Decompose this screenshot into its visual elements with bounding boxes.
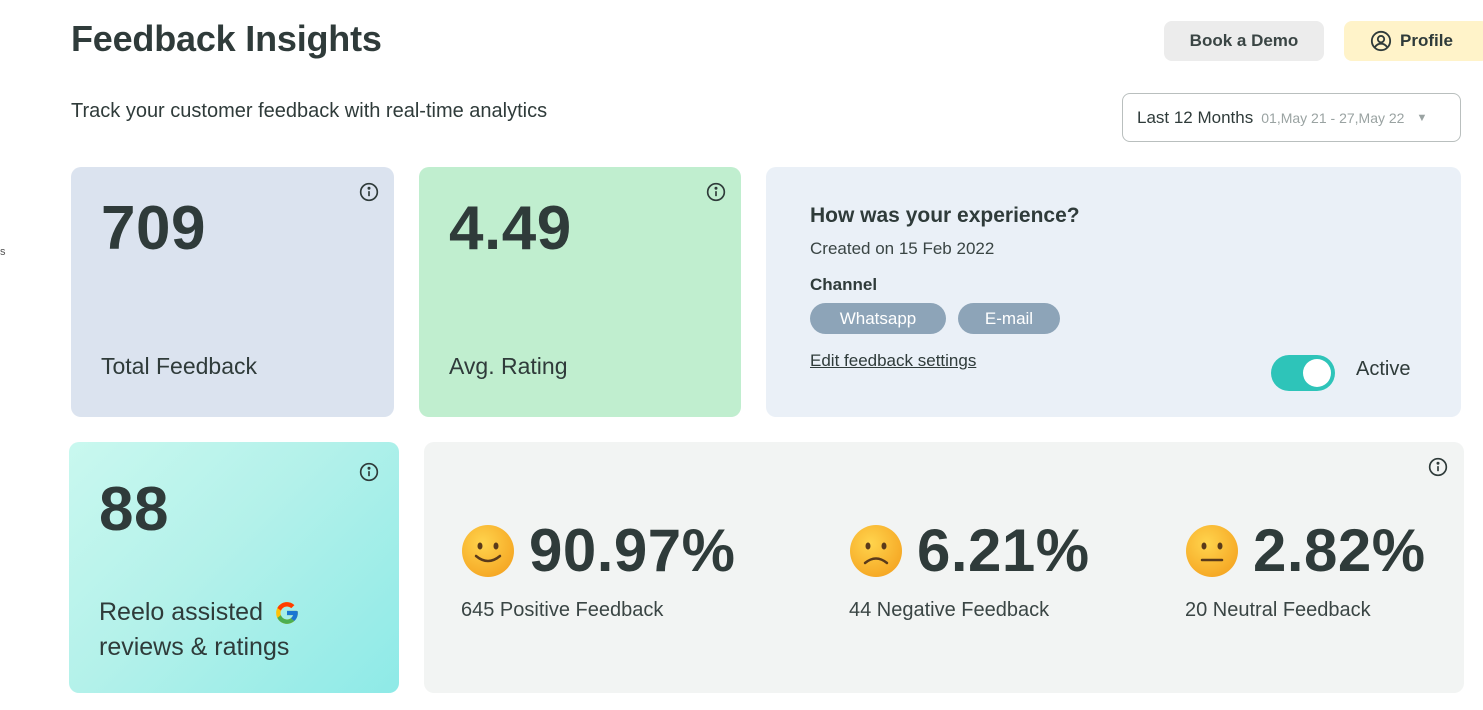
profile-label: Profile — [1400, 31, 1453, 50]
survey-title: How was your experience? — [810, 204, 1080, 227]
info-icon[interactable] — [706, 182, 726, 202]
positive-sentiment: 90.97% 645 Positive Feedback — [461, 516, 736, 622]
total-feedback-value: 709 — [101, 194, 206, 263]
info-icon[interactable] — [359, 462, 379, 482]
channel-label: Channel — [810, 275, 878, 294]
user-circle-icon — [1370, 30, 1392, 52]
google-icon — [276, 602, 298, 625]
positive-description: 645 Positive Feedback — [461, 599, 664, 621]
negative-description: 44 Negative Feedback — [849, 599, 1050, 621]
neutral-percent: 2.82% — [1253, 517, 1426, 584]
reelo-label-line2: reviews & ratings — [99, 633, 290, 661]
reelo-reviews-card: 88 Reelo assisted reviews & ratings — [69, 442, 399, 693]
page-subtitle: Track your customer feedback with real-t… — [71, 100, 548, 122]
active-status-label: Active — [1356, 358, 1411, 380]
total-feedback-card: 709 Total Feedback — [71, 167, 394, 417]
neutral-description: 20 Neutral Feedback — [1185, 599, 1371, 621]
avg-rating-card: 4.49 Avg. Rating — [419, 167, 741, 417]
date-range-label: Last 12 Months — [1137, 107, 1254, 127]
survey-created-date: Created on 15 Feb 2022 — [810, 239, 995, 258]
frowning-face-icon — [850, 524, 902, 577]
reelo-reviews-label: Reelo assisted reviews & ratings — [99, 595, 300, 665]
neutral-sentiment: 2.82% 20 Neutral Feedback — [1185, 516, 1426, 622]
positive-percent: 90.97% — [529, 517, 736, 584]
book-demo-label: Book a Demo — [1189, 31, 1299, 50]
smiling-face-icon — [462, 524, 514, 577]
page-title: Feedback Insights — [71, 18, 382, 59]
avg-rating-value: 4.49 — [449, 194, 572, 263]
reelo-label-line1: Reelo assisted — [99, 598, 263, 626]
toggle-knob — [1303, 359, 1331, 387]
edge-text-fragment: s — [0, 246, 6, 258]
channel-chip-email: E-mail — [958, 303, 1060, 334]
negative-sentiment: 6.21% 44 Negative Feedback — [849, 516, 1090, 622]
profile-button[interactable]: Profile — [1344, 21, 1483, 61]
date-range-value: 01,May 21 - 27,May 22 — [1261, 109, 1405, 126]
date-range-select[interactable]: Last 12 Months 01,May 21 - 27,May 22 ▼ — [1122, 93, 1461, 142]
info-icon[interactable] — [1428, 457, 1448, 477]
negative-percent: 6.21% — [917, 517, 1090, 584]
avg-rating-label: Avg. Rating — [449, 353, 568, 379]
caret-down-icon: ▼ — [1416, 111, 1428, 124]
channel-chip-whatsapp: Whatsapp — [810, 303, 946, 334]
neutral-face-icon — [1186, 524, 1238, 577]
reelo-reviews-value: 88 — [99, 475, 169, 544]
edit-feedback-settings-link[interactable]: Edit feedback settings — [810, 351, 977, 370]
active-toggle[interactable] — [1271, 355, 1335, 391]
book-demo-button[interactable]: Book a Demo — [1164, 21, 1324, 61]
survey-card: How was your experience? Created on 15 F… — [766, 167, 1461, 417]
sentiment-card: 90.97% 645 Positive Feedback 6.21% 44 Ne… — [424, 442, 1464, 693]
info-icon[interactable] — [359, 182, 379, 202]
total-feedback-label: Total Feedback — [101, 353, 257, 379]
